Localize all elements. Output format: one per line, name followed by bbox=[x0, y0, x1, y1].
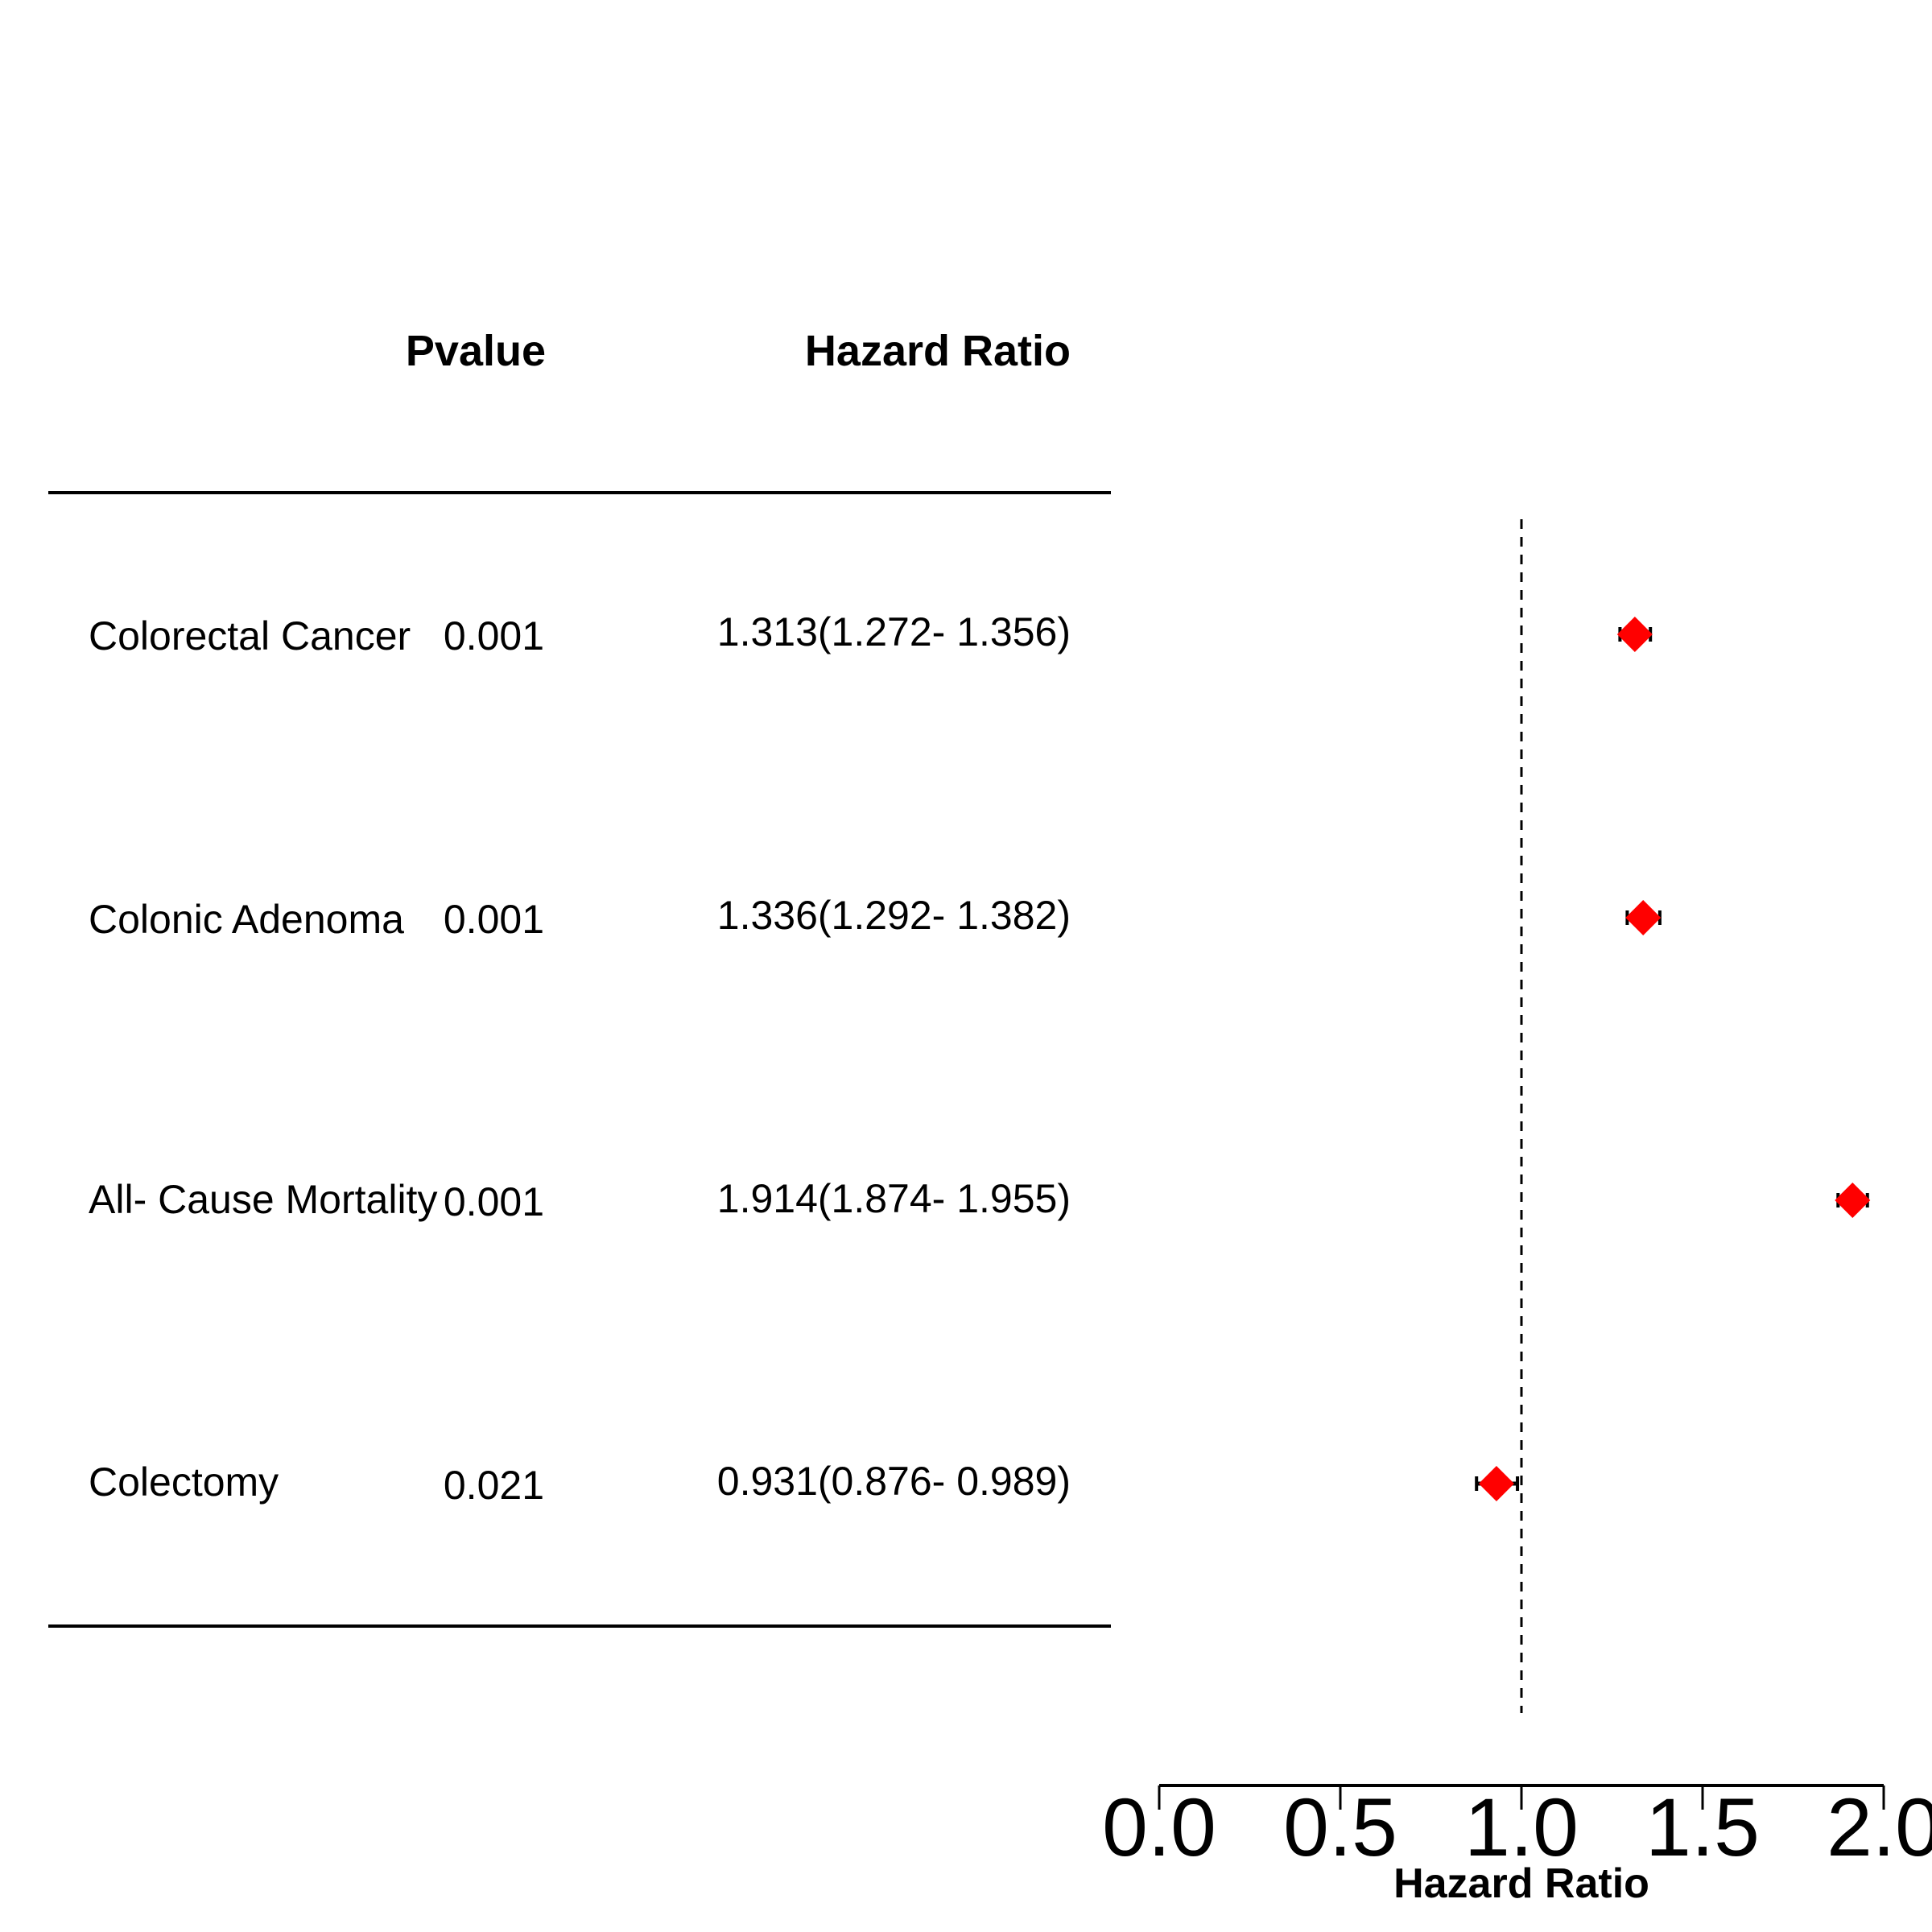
x-axis: 0.0 0.5 1.0 1.5 2.0 bbox=[1102, 1781, 1932, 1873]
x-tick-label-3: 1.5 bbox=[1645, 1781, 1760, 1873]
row-label-colorectal-cancer: Colorectal Cancer bbox=[89, 613, 411, 658]
x-tick-label-2: 1.0 bbox=[1464, 1781, 1579, 1873]
row-hr-all-cause-mortality: 1.914(1.874- 1.955) bbox=[717, 1176, 1071, 1221]
row-pvalue-colorectal-cancer: 0.001 bbox=[444, 613, 544, 658]
point-all-cause-mortality bbox=[1835, 1183, 1871, 1218]
x-tick-label-0: 0.0 bbox=[1102, 1781, 1216, 1873]
x-axis-title: Hazard Ratio bbox=[1393, 1860, 1649, 1907]
point-colonic-adenoma bbox=[1625, 900, 1662, 935]
row-hr-colorectal-cancer: 1.313(1.272- 1.356) bbox=[717, 609, 1071, 654]
row-hr-colonic-adenoma: 1.336(1.292- 1.382) bbox=[717, 893, 1071, 938]
point-colorectal-cancer bbox=[1616, 617, 1653, 652]
hazard-ratio-header: Hazard Ratio bbox=[805, 327, 1071, 375]
row-pvalue-colonic-adenoma: 0.001 bbox=[444, 897, 544, 942]
point-colectomy bbox=[1478, 1466, 1514, 1501]
x-tick-label-1: 0.5 bbox=[1283, 1781, 1397, 1873]
row-label-colectomy: Colectomy bbox=[89, 1459, 279, 1505]
row-hr-colectomy: 0.931(0.876- 0.989) bbox=[717, 1459, 1071, 1504]
row-pvalue-colectomy: 0.021 bbox=[444, 1463, 544, 1508]
pvalue-header: Pvalue bbox=[406, 327, 546, 375]
row-label-all-cause-mortality: All- Cause Mortality bbox=[89, 1177, 437, 1222]
plot-marks bbox=[1475, 519, 1871, 1713]
x-tick-label-4: 2.0 bbox=[1827, 1781, 1932, 1873]
row-pvalue-all-cause-mortality: 0.001 bbox=[444, 1179, 544, 1224]
row-label-colonic-adenoma: Colonic Adenoma bbox=[89, 897, 404, 942]
